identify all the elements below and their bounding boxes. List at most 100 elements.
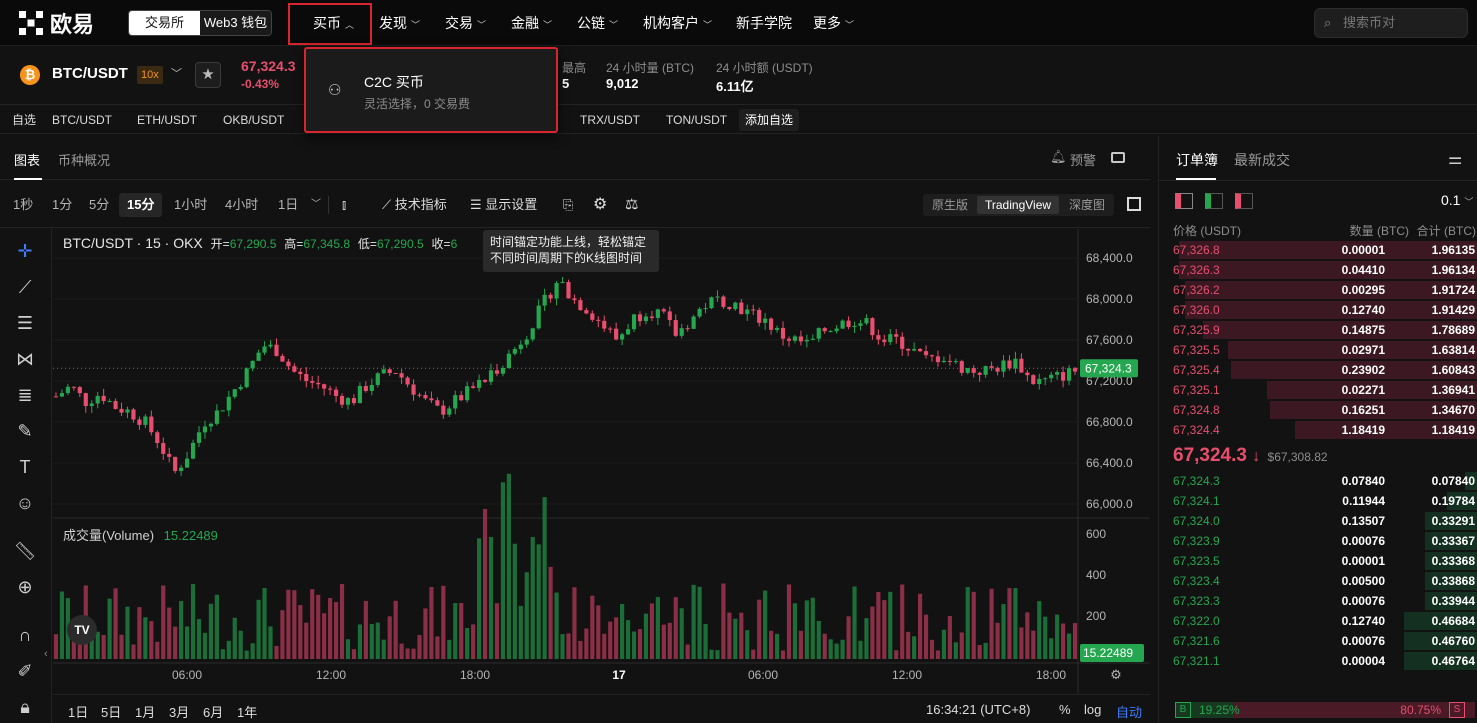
- ask-row[interactable]: 67,325.4 0.23902 1.60843: [1165, 360, 1477, 380]
- view-bids-icon[interactable]: [1205, 193, 1223, 209]
- zoom-in-icon[interactable]: ⊕: [17, 577, 33, 597]
- range-5d[interactable]: 5日: [101, 705, 122, 720]
- ask-row[interactable]: 67,326.3 0.04410 1.96134: [1165, 260, 1477, 280]
- pattern-icon[interactable]: ⋈: [16, 349, 34, 369]
- bid-row[interactable]: 67,324.1 0.11944 0.19784: [1165, 491, 1477, 511]
- chevron-down-icon[interactable]: ﹀: [171, 68, 182, 80]
- tab-overview[interactable]: 币种概况: [58, 153, 111, 168]
- ask-row[interactable]: 67,324.4 1.18419 1.18419: [1165, 420, 1477, 440]
- indicators-button[interactable]: ⟋ 技术指标: [382, 182, 447, 228]
- exchange-tab[interactable]: 交易所: [129, 11, 200, 35]
- pair-name[interactable]: BTC/USDT: [52, 65, 128, 82]
- text-icon[interactable]: T: [19, 457, 31, 477]
- favorites-label[interactable]: 自选: [12, 113, 37, 127]
- fib-icon[interactable]: ≣: [17, 385, 33, 405]
- nav-buy-crypto[interactable]: 买币 ︿: [313, 0, 354, 46]
- emoji-icon[interactable]: ☺: [15, 493, 35, 513]
- nav-discover[interactable]: 发现 ﹀: [379, 0, 420, 46]
- mode-tradingview[interactable]: TradingView: [985, 198, 1052, 212]
- fav-pair-trx[interactable]: TRX/USDT: [580, 113, 640, 127]
- bid-row[interactable]: 67,323.9 0.00076 0.33367: [1165, 531, 1477, 551]
- view-both-icon[interactable]: [1175, 193, 1193, 209]
- range-1y[interactable]: 1年: [237, 705, 258, 720]
- ask-row[interactable]: 67,324.8 0.16251 1.34670: [1165, 400, 1477, 420]
- gear-icon[interactable]: ⚙: [593, 196, 608, 213]
- interval-1h[interactable]: 1小时: [174, 197, 208, 212]
- fullscreen-icon[interactable]: [1127, 197, 1141, 211]
- brush-icon[interactable]: ✎: [17, 421, 33, 441]
- nav-academy[interactable]: 新手学院: [736, 0, 792, 46]
- tab-chart[interactable]: 图表: [14, 153, 41, 168]
- c2c-buy-option[interactable]: ⚇ C2C 买币 灵活选择，0 交易费: [312, 55, 550, 125]
- mode-depth[interactable]: 深度图: [1069, 198, 1106, 212]
- collapse-arrow-icon[interactable]: ‹: [44, 648, 48, 660]
- volume-bar: [566, 633, 571, 659]
- bid-row[interactable]: 67,324.3 0.07840 0.07840: [1165, 471, 1477, 491]
- bid-row[interactable]: 67,322.0 0.12740 0.46684: [1165, 611, 1477, 631]
- interval-5m[interactable]: 5分: [89, 197, 110, 212]
- bid-row[interactable]: 67,323.4 0.00500 0.33868: [1165, 571, 1477, 591]
- ask-row[interactable]: 67,325.5 0.02971 1.63814: [1165, 340, 1477, 360]
- ask-row[interactable]: 67,326.0 0.12740 1.91429: [1165, 300, 1477, 320]
- fav-pair-btc[interactable]: BTC/USDT: [52, 113, 112, 127]
- add-favorite-button[interactable]: 添加自选: [739, 109, 800, 131]
- view-asks-icon[interactable]: [1235, 193, 1253, 209]
- range-1m[interactable]: 1月: [135, 705, 156, 720]
- search-input[interactable]: ⌕ 搜索币对: [1314, 8, 1468, 38]
- alert-label[interactable]: 预警: [1070, 153, 1097, 168]
- price-chart[interactable]: 68,400.0 68,000.0 67,600.0 67,200.0 66,800.0…: [53, 229, 1150, 694]
- interval-1s[interactable]: 1秒: [13, 197, 34, 212]
- okx-logo[interactable]: 欧易: [18, 9, 94, 37]
- ask-row[interactable]: 67,326.2 0.00295 1.91724: [1165, 280, 1477, 300]
- window-icon[interactable]: [1111, 152, 1125, 163]
- interval-1d[interactable]: 1日: [278, 197, 299, 212]
- tab-order-book[interactable]: 订单簿: [1176, 152, 1218, 168]
- lock-icon[interactable]: 🔒︎: [20, 697, 30, 717]
- bid-row[interactable]: 67,321.1 0.00004 0.46764: [1165, 651, 1477, 671]
- interval-1m[interactable]: 1分: [52, 197, 73, 212]
- ask-row[interactable]: 67,325.9 0.14875 1.78689: [1165, 320, 1477, 340]
- bell-icon[interactable]: 🔔︎: [1050, 149, 1067, 164]
- precision-select[interactable]: 0.1 ﹀: [1441, 192, 1473, 208]
- fav-pair-eth[interactable]: ETH/USDT: [137, 113, 197, 127]
- web3-wallet-tab[interactable]: Web3 钱包: [200, 11, 271, 35]
- nav-more[interactable]: 更多 ﹀: [813, 0, 854, 46]
- log-toggle[interactable]: log: [1084, 702, 1102, 717]
- interval-15m[interactable]: 15分: [127, 197, 155, 212]
- interval-4h[interactable]: 4小时: [225, 197, 259, 212]
- range-3m[interactable]: 3月: [169, 705, 190, 720]
- percent-toggle[interactable]: %: [1059, 702, 1071, 717]
- fav-pair-okb[interactable]: OKB/USDT: [223, 113, 285, 127]
- crosshair-icon[interactable]: ✛: [17, 241, 33, 261]
- magnet-icon[interactable]: ∩: [18, 625, 32, 645]
- time-anchor-icon[interactable]: ⎘: [563, 197, 574, 212]
- bid-row[interactable]: 67,323.5 0.00001 0.33368: [1165, 551, 1477, 571]
- bid-row[interactable]: 67,324.0 0.13507 0.33291: [1165, 511, 1477, 531]
- display-settings-button[interactable]: ☰ 显示设置: [470, 182, 537, 228]
- ask-row[interactable]: 67,325.1 0.02271 1.36941: [1165, 380, 1477, 400]
- horizontal-lines-icon[interactable]: ☰: [16, 313, 34, 333]
- range-6m[interactable]: 6月: [203, 705, 224, 720]
- settings-sliders-icon[interactable]: ⚌: [1448, 151, 1463, 168]
- tradingview-logo-icon[interactable]: TV: [67, 615, 97, 645]
- chart-clock[interactable]: 16:34:21 (UTC+8): [926, 702, 1031, 717]
- lock-pencil-icon[interactable]: ✐: [17, 661, 33, 681]
- ruler-icon[interactable]: 📏︎: [13, 541, 37, 561]
- star-icon[interactable]: ★: [195, 62, 221, 88]
- nav-finance[interactable]: 金融 ﹀: [511, 0, 552, 46]
- nav-chain[interactable]: 公链 ﹀: [577, 0, 618, 46]
- chevron-down-icon[interactable]: ﹀: [311, 199, 321, 210]
- nav-trade[interactable]: 交易 ﹀: [445, 0, 486, 46]
- range-1d[interactable]: 1日: [68, 705, 89, 720]
- nav-institutional[interactable]: 机构客户 ﹀: [643, 0, 712, 46]
- bid-row[interactable]: 67,323.3 0.00076 0.33944: [1165, 591, 1477, 611]
- bid-row[interactable]: 67,321.6 0.00076 0.46760: [1165, 631, 1477, 651]
- tab-latest-trades[interactable]: 最新成交: [1234, 152, 1290, 168]
- ask-row[interactable]: 67,326.8 0.00001 1.96135: [1165, 240, 1477, 260]
- mode-native[interactable]: 原生版: [932, 198, 969, 212]
- scale-icon[interactable]: ⚖: [625, 196, 639, 213]
- trendline-icon[interactable]: ⟋: [18, 277, 32, 297]
- fav-pair-ton[interactable]: TON/USDT: [666, 113, 728, 127]
- auto-toggle[interactable]: 自动: [1116, 705, 1143, 720]
- candlestick-icon[interactable]: ⫾: [342, 197, 347, 212]
